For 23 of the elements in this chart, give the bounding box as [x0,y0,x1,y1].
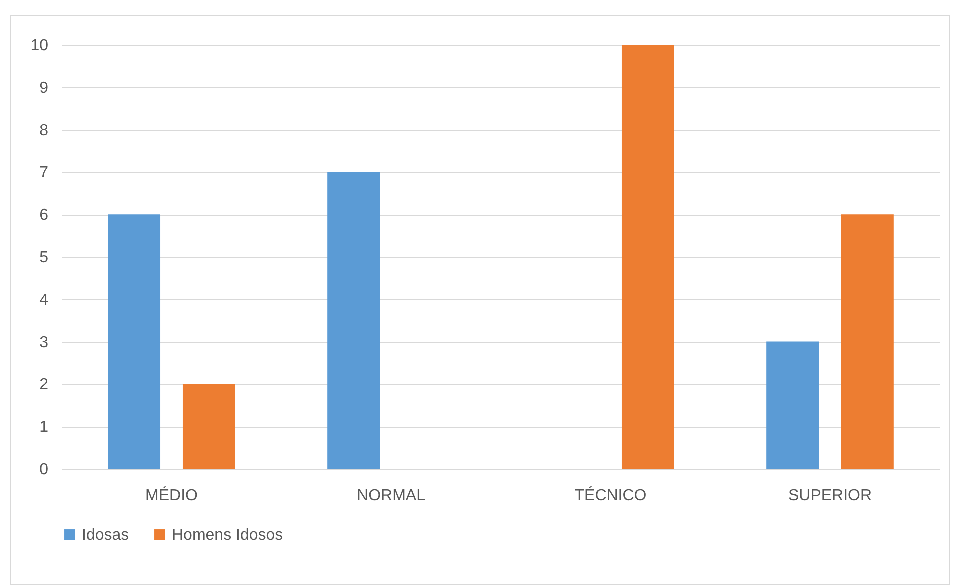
bar [841,214,894,469]
bar [182,384,236,469]
y-tick-label: 4 [40,292,49,309]
y-tick-label: 9 [40,80,49,97]
y-tick-label: 7 [40,164,49,182]
y-tick-label: 0 [40,462,49,478]
bar [108,214,161,469]
bar [766,342,820,469]
y-tick-label: 10 [30,38,49,54]
y-tick-label: 6 [40,207,49,224]
y-tick-label: 5 [40,250,49,266]
x-tick-label: SUPERIOR [788,488,872,504]
x-tick-label: TÉCNICO [574,486,647,504]
legend-label: Idosas [82,527,130,544]
bar [622,45,674,469]
y-tick-label: 2 [40,376,49,394]
y-tick-label: 8 [40,122,49,140]
y-tick-label: 3 [40,334,49,352]
legend-label: Homens Idosos [172,527,284,544]
bar [328,172,380,469]
x-tick-label: NORMAL [357,488,426,504]
x-tick-label: MÉDIO [146,486,198,504]
y-tick-label: 1 [40,419,49,436]
